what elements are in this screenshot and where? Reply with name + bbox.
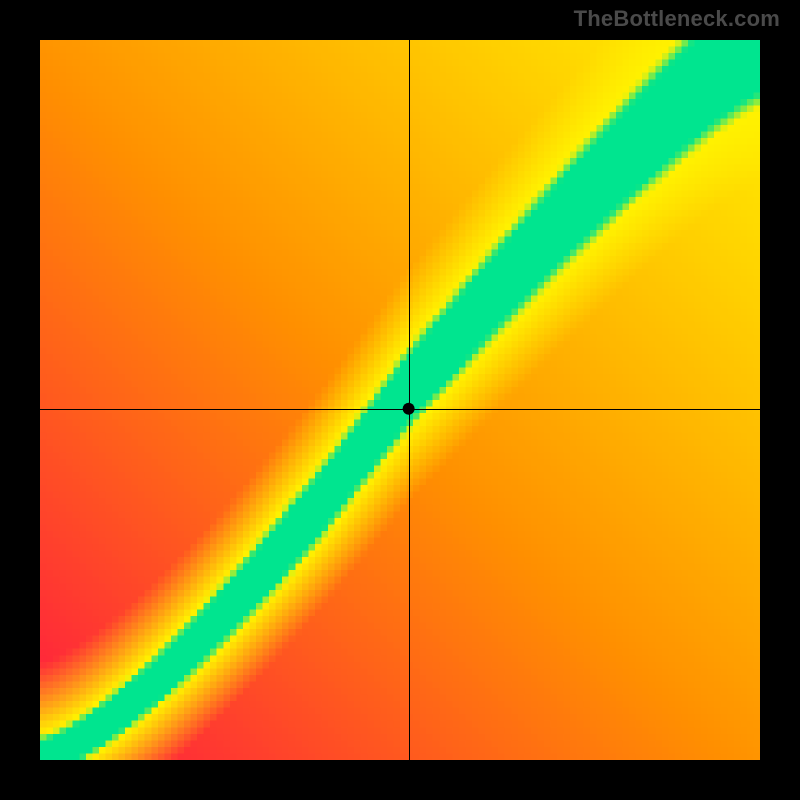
crosshair-overlay: [40, 40, 760, 760]
watermark-text: TheBottleneck.com: [574, 6, 780, 32]
chart-frame: TheBottleneck.com: [0, 0, 800, 800]
